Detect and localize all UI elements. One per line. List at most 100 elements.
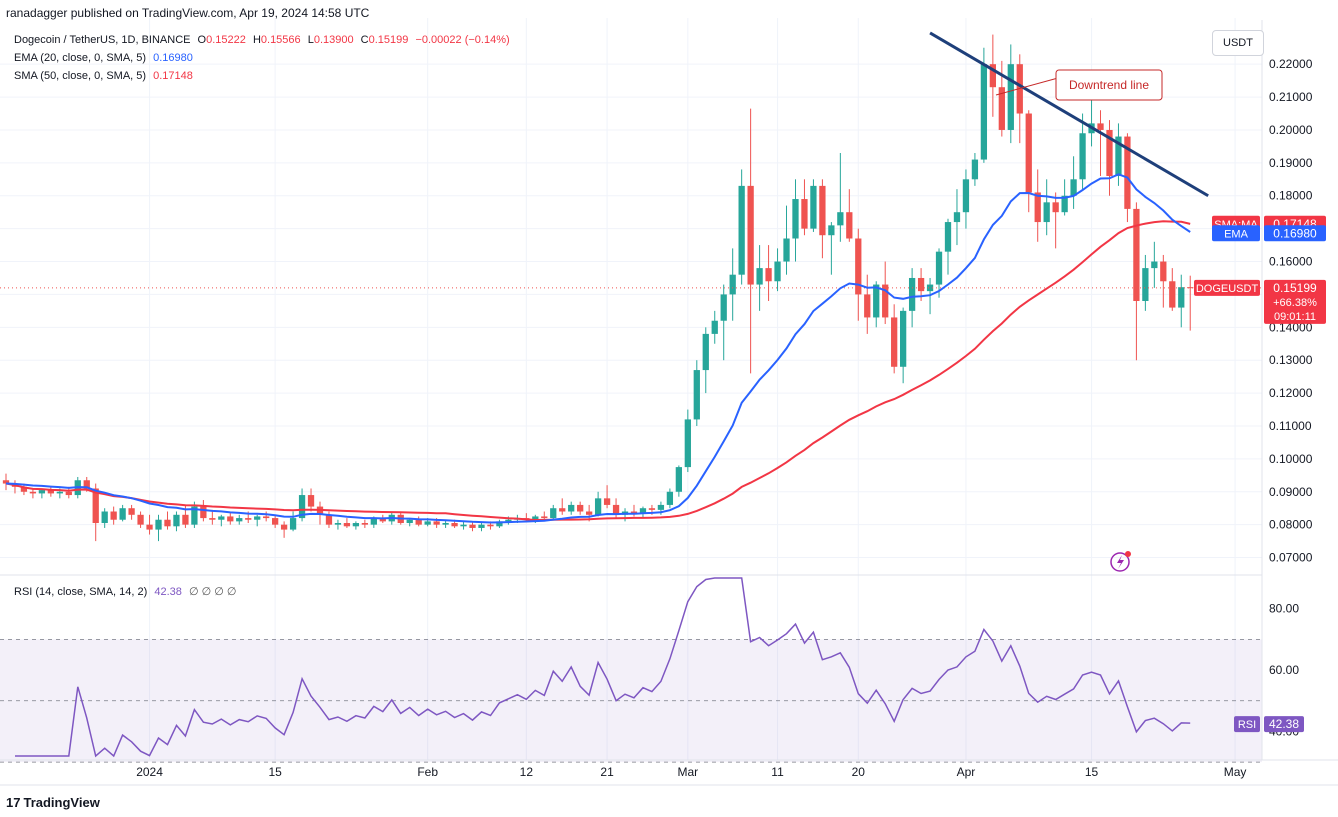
candle-body: [559, 508, 566, 512]
rsi-badge-value-bg: [1264, 716, 1304, 733]
tradingview-logo[interactable]: 17 TradingView: [6, 795, 100, 810]
candle-body: [119, 508, 126, 520]
candle-body: [693, 370, 700, 420]
candle-body: [227, 516, 234, 522]
time-tick-label: 20: [852, 765, 866, 779]
candle-body: [873, 284, 880, 318]
ema-badge-label-bg: [1212, 225, 1260, 242]
candle-body: [370, 518, 377, 525]
candle-body: [218, 516, 225, 520]
legend-c-label: C: [360, 34, 369, 46]
candle-body: [586, 511, 593, 515]
time-tick-label: 15: [268, 765, 282, 779]
legend-high: 0.15566: [260, 34, 301, 46]
lightning-icon: [1117, 555, 1124, 569]
candle-body: [334, 523, 342, 525]
candle-body: [325, 514, 333, 525]
candle-body: [801, 199, 808, 229]
rsi-tick-label: 60.00: [1269, 663, 1299, 677]
price-tick-label: 0.10000: [1269, 452, 1313, 466]
time-tick-label: Mar: [677, 765, 698, 779]
candle-body: [891, 317, 898, 367]
candle-body: [415, 519, 422, 525]
candle-body: [1151, 261, 1158, 269]
candle-body: [137, 514, 144, 525]
candle-body: [1061, 195, 1068, 213]
ema-line: [5, 173, 1191, 524]
candle-body: [469, 524, 476, 528]
published-header: ranadagger published on TradingView.com,…: [6, 6, 370, 20]
candle-body: [2, 480, 10, 484]
candle-body: [594, 498, 602, 515]
currency-selector[interactable]: USDT: [1212, 30, 1264, 56]
last-badge-change: +66.38%: [1273, 297, 1317, 309]
candle-body: [65, 491, 72, 496]
legend-close: 0.15199: [368, 34, 409, 46]
candle-body: [1178, 287, 1185, 308]
sma-line: [5, 220, 1191, 522]
candle-body: [612, 504, 620, 515]
alert-icon: [1110, 552, 1130, 572]
candle-body: [254, 516, 261, 520]
candle-body: [935, 251, 943, 285]
candle-body: [765, 268, 772, 282]
candle-body: [532, 516, 539, 520]
candle-body: [191, 506, 198, 525]
candle-body: [747, 185, 754, 285]
candle-body: [1106, 129, 1113, 177]
candle-body: [289, 518, 297, 530]
candle-body: [855, 238, 862, 295]
candle-body: [711, 320, 718, 334]
time-tick-label: Apr: [957, 765, 976, 779]
candle-body: [648, 508, 656, 510]
candle-body: [1115, 136, 1122, 177]
candle-body: [263, 516, 270, 519]
candle-body: [639, 508, 647, 514]
candle-body: [702, 333, 709, 371]
candle-body: [810, 185, 817, 229]
candle-body: [882, 284, 889, 318]
candle-body: [1025, 113, 1032, 193]
candle-body: [173, 514, 180, 527]
callout-pointer: [995, 77, 1059, 96]
candle-body: [128, 508, 135, 515]
candle-body: [460, 524, 467, 527]
candle-body: [307, 495, 315, 507]
candle-body: [657, 504, 665, 510]
price-tick-label: 0.13000: [1269, 353, 1313, 367]
rsi-badge-value: 42.38: [1269, 717, 1299, 731]
candle-body: [209, 518, 216, 520]
legend-h-label: H: [252, 34, 261, 46]
candle-body: [451, 523, 458, 527]
candle-body: [505, 519, 512, 522]
candle-body: [1187, 287, 1194, 289]
candle-body: [926, 284, 934, 292]
rsi-badge-label-bg: [1234, 716, 1260, 733]
candle-body: [83, 480, 90, 489]
candle-body: [101, 511, 108, 524]
candle-body: [666, 491, 674, 505]
legend-ema: EMA (20, close, 0, SMA, 5) 0.16980: [14, 52, 193, 64]
ema-badge-value-bg: [1264, 225, 1326, 242]
candle-body: [720, 294, 727, 321]
last-badge-price: 0.15199: [1273, 281, 1317, 295]
candle-body: [379, 518, 386, 522]
legend-o-label: O: [197, 34, 207, 46]
candle-body: [155, 519, 162, 530]
candle-body: [908, 277, 916, 311]
candle-body: [828, 225, 835, 236]
candle-body: [684, 419, 691, 468]
legend-sma-value: 0.17148: [153, 70, 193, 82]
legend-symbol-name: Dogecoin / TetherUS, 1D, BINANCE: [14, 34, 191, 46]
candle-body: [675, 467, 682, 492]
candle-body: [837, 212, 844, 226]
price-tick-label: 0.22000: [1269, 57, 1313, 71]
ema-badge-label: EMA: [1224, 228, 1249, 240]
legend-rsi: RSI (14, close, SMA, 14, 2) 42.38 ∅ ∅ ∅ …: [14, 585, 236, 598]
candle-body: [998, 87, 1005, 130]
candle-body: [343, 523, 351, 527]
rsi-band: [0, 638, 1262, 763]
candle-body: [1133, 208, 1140, 301]
